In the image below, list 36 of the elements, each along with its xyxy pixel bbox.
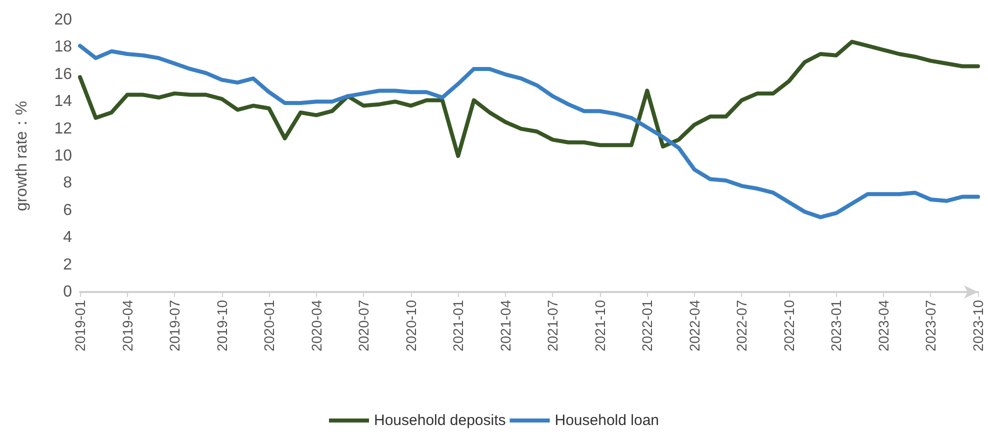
y-tick-label: 20 xyxy=(54,12,72,28)
y-tick-label: 0 xyxy=(63,284,72,300)
x-tick-label: 2022-07 xyxy=(734,300,750,352)
legend-label: Household loan xyxy=(554,412,660,429)
x-tick-label: 2020-01 xyxy=(261,300,278,352)
x-tick-label: 2020-07 xyxy=(356,300,372,352)
x-tick-label: 2020-10 xyxy=(402,300,419,352)
x-tick-label: 2021-10 xyxy=(592,300,608,352)
y-tick-label: 10 xyxy=(54,148,72,164)
y-tick-label: 4 xyxy=(63,229,72,246)
x-tick-label: 2021-01 xyxy=(450,300,466,352)
x-tick-label: 2019-04 xyxy=(119,300,136,352)
x-tick-label: 2023-04 xyxy=(875,300,892,352)
y-tick-label: 2 xyxy=(63,256,72,274)
x-tick-label: 2021-07 xyxy=(544,300,561,352)
y-tick-label: 8 xyxy=(63,174,72,192)
x-tick-label: 2023-10 xyxy=(970,300,986,352)
x-tick-label: 2022-04 xyxy=(686,300,702,352)
x-tick-label: 2019-10 xyxy=(214,300,230,352)
x-tick-label: 2022-10 xyxy=(780,300,797,352)
line-series xyxy=(78,40,980,158)
x-tick-label: 2019-07 xyxy=(166,300,183,352)
y-tick-label: 12 xyxy=(54,120,72,138)
x-tick-label: 2023-01 xyxy=(828,300,844,352)
y-tick-label: 14 xyxy=(54,93,72,110)
x-tick-label: 2019-01 xyxy=(72,300,88,352)
legend-label: Household deposits xyxy=(374,412,506,429)
y-axis-title: growth rate：% xyxy=(14,100,30,212)
y-tick-label: 16 xyxy=(54,66,72,83)
x-tick-label: 2022-01 xyxy=(639,300,656,352)
y-tick-label: 6 xyxy=(63,202,72,219)
x-tick-label: 2020-04 xyxy=(308,300,324,352)
y-tick-label: 18 xyxy=(54,38,72,56)
line-series xyxy=(78,44,980,220)
x-tick-label: 2023-07 xyxy=(922,300,939,352)
x-tick-label: 2021-04 xyxy=(497,300,514,352)
